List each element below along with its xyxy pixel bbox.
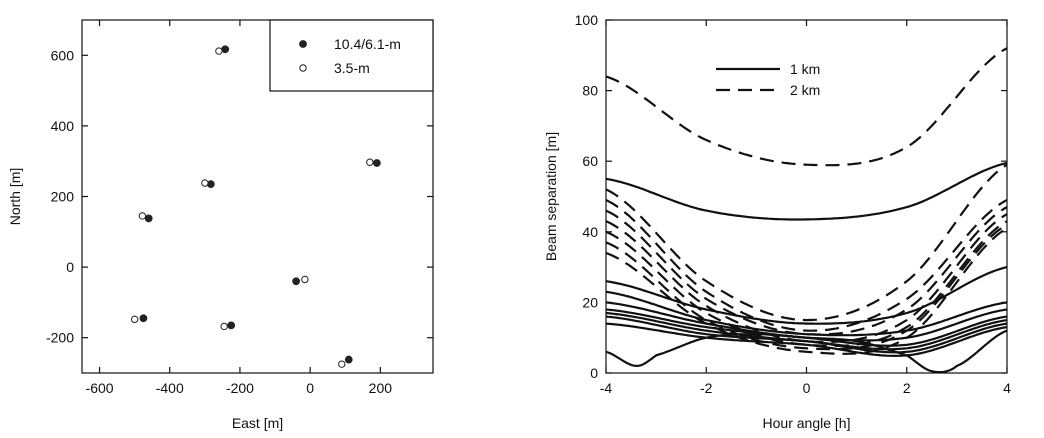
large-antenna-point (206, 180, 215, 189)
x-tick-label: 0 (306, 380, 314, 396)
legend-label: 1 km (790, 61, 820, 77)
large-antenna-point (227, 321, 236, 330)
large-antenna-point (344, 355, 353, 364)
small-antenna-point (366, 158, 374, 166)
small-antenna-point (130, 315, 139, 324)
legend-open-marker (299, 64, 307, 72)
x-tick-label: 2 (903, 380, 911, 396)
large-antenna-point (372, 159, 381, 167)
line-2km (606, 47, 1007, 167)
series-lines (606, 47, 1007, 373)
line-2km (606, 213, 1007, 344)
large-antenna-point (139, 314, 148, 323)
x-axis-label: Hour angle [h] (763, 415, 851, 431)
y-tick-label: 20 (582, 294, 598, 310)
y-tick-label: 200 (51, 189, 75, 205)
x-tick-label: -200 (226, 380, 254, 396)
line-1km (606, 322, 1007, 358)
y-tick-label: 400 (51, 118, 75, 134)
legend-label: 3.5-m (334, 60, 370, 76)
small-antenna-point (138, 212, 147, 220)
y-tick-label: 60 (582, 153, 598, 169)
large-antenna-point (221, 45, 230, 54)
y-axis-label: Beam separation [m] (543, 132, 559, 261)
small-antenna-point (201, 179, 209, 187)
y-axis-label: North [m] (7, 168, 23, 226)
y-tick-label: 600 (51, 47, 75, 63)
y-tick-label: 0 (66, 259, 74, 275)
line-1km (606, 161, 1007, 221)
x-tick-label: -600 (86, 380, 114, 396)
x-tick-label: -4 (600, 380, 613, 396)
small-antenna-point (215, 47, 223, 55)
x-tick-label: 4 (1003, 380, 1011, 396)
x-tick-label: -2 (700, 380, 713, 396)
y-tick-label: 0 (590, 365, 598, 381)
y-tick-label: -200 (46, 330, 74, 346)
line-1km (606, 290, 1007, 337)
legend-label: 10.4/6.1-m (334, 36, 401, 52)
array-layout-chart: -600 -400 -200 0 200 -200 0 200 400 600 East [m] No… (7, 19, 434, 431)
small-antenna-point (338, 360, 346, 368)
x-tick-label: 200 (369, 380, 393, 396)
y-tick-label: 100 (575, 12, 599, 28)
legend-filled-marker (299, 40, 307, 48)
line-2km (606, 163, 1007, 322)
large-antenna-point (292, 277, 301, 286)
large-antenna-point (144, 214, 153, 223)
legend: 10.4/6.1-m 3.5-m (269, 19, 434, 92)
x-tick-label: 0 (803, 380, 811, 396)
line-1km (606, 329, 1007, 373)
line-2km (606, 206, 1007, 336)
line-2km (606, 220, 1007, 347)
legend-box (269, 19, 434, 92)
line-2km (606, 223, 1007, 351)
small-antenna-point (301, 275, 309, 284)
line-2km (606, 227, 1007, 355)
small-antenna-point (220, 322, 228, 331)
legend-label: 2 km (790, 82, 820, 98)
y-tick-label: 40 (582, 224, 598, 240)
legend: 1 km 2 km (716, 61, 820, 98)
line-2km (606, 199, 1007, 332)
x-axis-label: East [m] (232, 415, 283, 431)
x-tick-label: -400 (156, 380, 184, 396)
line-1km (606, 315, 1007, 354)
y-tick-label: 80 (582, 83, 598, 99)
